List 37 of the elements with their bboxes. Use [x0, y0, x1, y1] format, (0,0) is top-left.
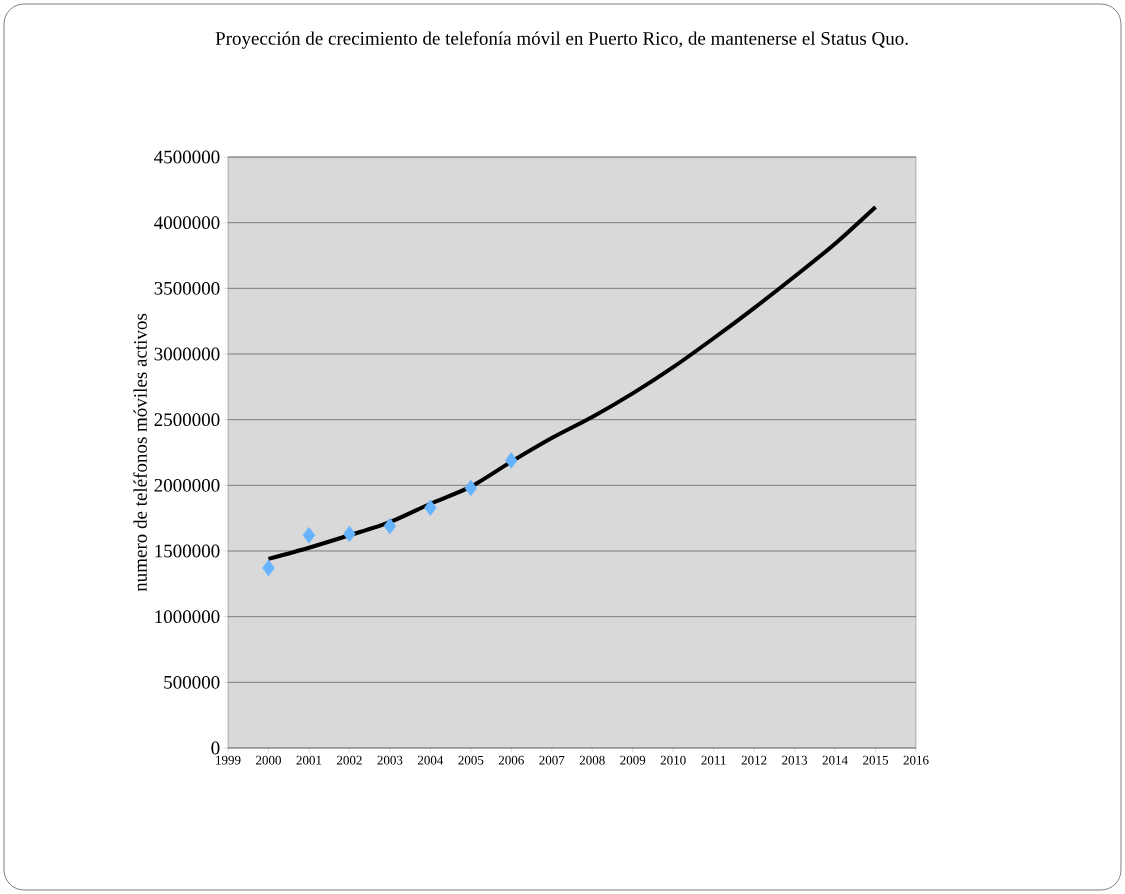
y-tick-label: 3000000 [154, 347, 220, 361]
point [505, 452, 518, 469]
x-tick-label: 2011 [701, 755, 726, 765]
x-tick-label: 2009 [620, 755, 646, 765]
x-tick-label: 2002 [336, 755, 362, 765]
point [302, 527, 316, 544]
y-tick-label: 4500000 [154, 150, 220, 164]
x-tick-label: 2007 [539, 755, 565, 765]
x-tick-label: 2000 [256, 755, 281, 765]
x-tick-label: 2012 [741, 755, 767, 765]
point [424, 499, 437, 516]
y-axis-title: numero de teléfonos móviles activos [133, 313, 147, 592]
y-tick-label: 4000000 [154, 216, 220, 230]
x-tick-label: 2005 [458, 755, 484, 765]
x-tick-label: 1999 [216, 755, 241, 765]
x-tick-label: 2003 [377, 755, 403, 765]
point [464, 479, 478, 497]
y-tick-label: 2000000 [154, 478, 220, 492]
y-tick-label: 500000 [164, 675, 220, 689]
chart-title: Proyección de crecimiento de telefonía móvil en Puerto Rico, de mantenerse el Status Quo. [215, 31, 908, 49]
x-tick-label: 2013 [782, 755, 808, 765]
x-tick-label: 2010 [660, 755, 686, 765]
x-tick-label: 2008 [579, 755, 605, 765]
x-tick-label: 2001 [296, 755, 322, 765]
x-tick-label: 2015 [863, 755, 889, 765]
x-tick-label: 2006 [498, 755, 524, 765]
point [262, 559, 275, 577]
y-tick-label: 1000000 [155, 610, 220, 624]
point [383, 517, 397, 535]
x-tick-label: 2014 [822, 755, 848, 765]
x-tick-label: 2004 [417, 755, 444, 765]
point [343, 525, 356, 543]
x-tick-label: 2016 [903, 755, 929, 765]
y-tick-label: 1500000 [155, 544, 220, 558]
y-tick-label: 3500000 [154, 281, 220, 295]
y-tick-label: 2500000 [154, 413, 220, 427]
y-tick-label: 0 [211, 741, 220, 755]
